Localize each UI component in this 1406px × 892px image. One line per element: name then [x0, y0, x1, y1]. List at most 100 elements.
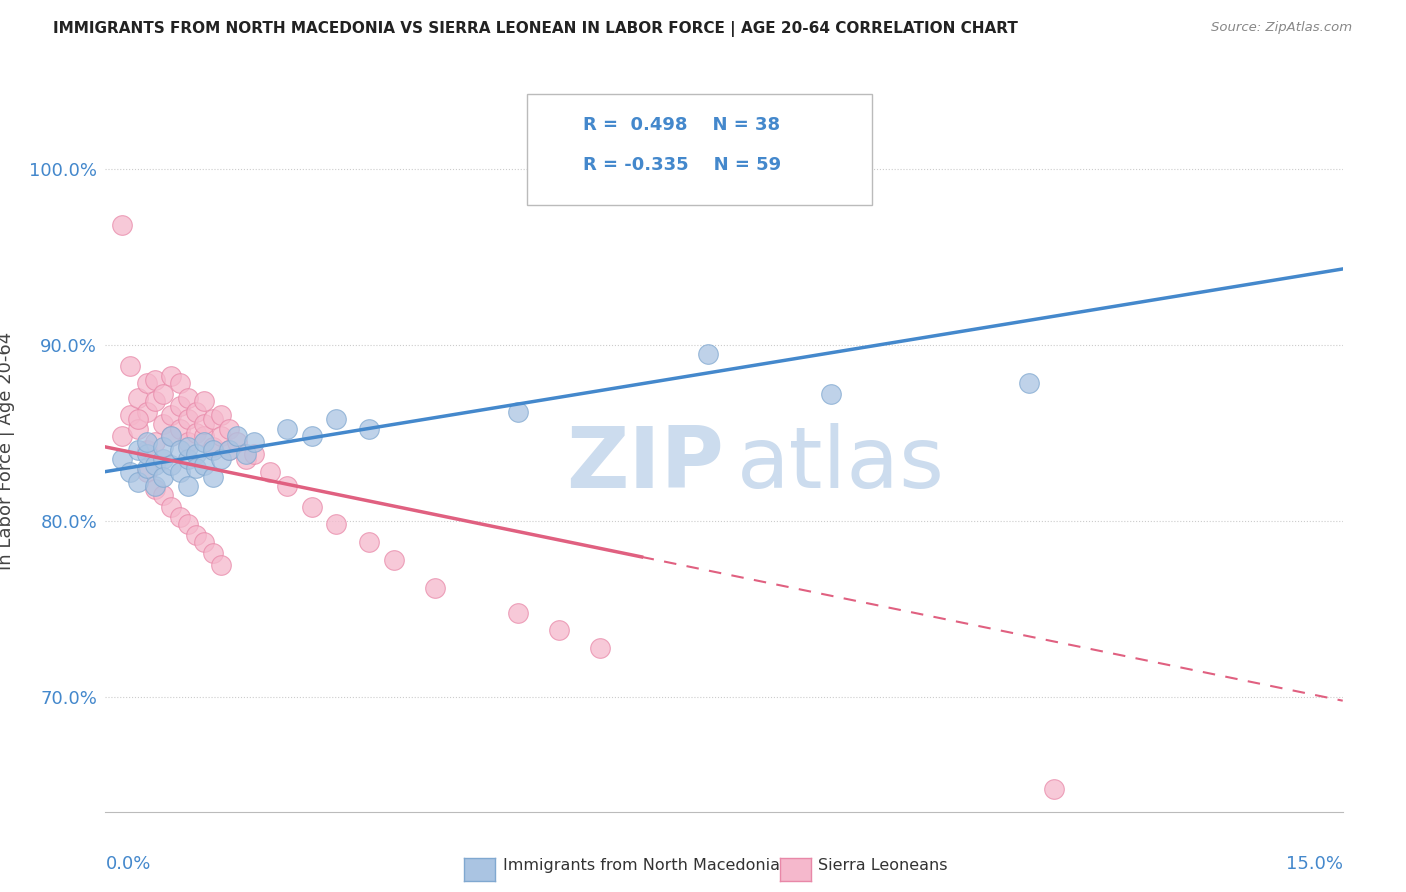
Point	[177, 411, 200, 425]
Text: Immigrants from North Macedonia: Immigrants from North Macedonia	[503, 858, 780, 873]
Point	[135, 465, 157, 479]
Text: Sierra Leoneans: Sierra Leoneans	[818, 858, 948, 873]
Text: R = -0.335    N = 59: R = -0.335 N = 59	[583, 156, 782, 174]
Point	[325, 517, 347, 532]
Point	[820, 387, 842, 401]
Point	[243, 434, 266, 449]
Point	[276, 479, 298, 493]
Point	[177, 440, 200, 454]
Point	[127, 475, 149, 490]
Point	[135, 443, 157, 458]
Point	[201, 411, 224, 425]
Text: atlas: atlas	[737, 424, 945, 507]
Point	[152, 452, 174, 467]
Point	[186, 425, 208, 440]
Point	[111, 429, 134, 443]
Point	[169, 422, 191, 436]
Point	[152, 440, 174, 454]
Text: 0.0%: 0.0%	[105, 855, 150, 873]
Point	[193, 394, 215, 409]
Point	[120, 465, 142, 479]
Point	[696, 346, 718, 360]
Point	[201, 546, 224, 560]
Point	[276, 422, 298, 436]
Point	[193, 434, 215, 449]
Point	[143, 458, 166, 472]
Point	[111, 452, 134, 467]
Point	[135, 461, 157, 475]
Text: ZIP: ZIP	[567, 424, 724, 507]
Point	[243, 447, 266, 461]
Point	[135, 405, 157, 419]
Point	[548, 624, 571, 638]
Point	[193, 458, 215, 472]
Point	[301, 429, 323, 443]
Text: 15.0%: 15.0%	[1285, 855, 1343, 873]
Point	[135, 376, 157, 391]
Point	[201, 443, 224, 458]
Point	[218, 443, 240, 458]
Point	[301, 500, 323, 514]
Point	[193, 417, 215, 431]
Point	[226, 434, 249, 449]
Point	[177, 391, 200, 405]
Point	[127, 391, 149, 405]
Y-axis label: In Labor Force | Age 20-64: In Labor Force | Age 20-64	[0, 331, 15, 570]
Point	[193, 535, 215, 549]
Point	[177, 479, 200, 493]
Point	[226, 429, 249, 443]
Point	[120, 408, 142, 422]
Point	[209, 558, 232, 572]
Point	[259, 465, 281, 479]
Point	[209, 408, 232, 422]
Point	[209, 452, 232, 467]
Point	[218, 443, 240, 458]
Point	[177, 434, 200, 449]
Point	[235, 447, 257, 461]
Point	[120, 359, 142, 373]
Point	[135, 447, 157, 461]
Point	[169, 400, 191, 414]
Point	[201, 440, 224, 454]
Point	[143, 434, 166, 449]
Point	[152, 417, 174, 431]
Point	[589, 640, 612, 655]
Point	[135, 434, 157, 449]
Point	[186, 461, 208, 475]
Point	[127, 443, 149, 458]
Point	[209, 429, 232, 443]
Point	[193, 429, 215, 443]
Point	[186, 405, 208, 419]
Point	[152, 470, 174, 484]
Point	[111, 218, 134, 232]
Point	[169, 376, 191, 391]
Point	[169, 510, 191, 524]
Point	[425, 581, 447, 595]
Point	[177, 517, 200, 532]
Point	[127, 411, 149, 425]
Point	[160, 369, 183, 384]
Point	[143, 394, 166, 409]
Point	[186, 447, 208, 461]
Point	[160, 408, 183, 422]
Point	[127, 422, 149, 436]
Point	[506, 606, 529, 620]
Point	[186, 528, 208, 542]
Point	[235, 452, 257, 467]
Point	[177, 452, 200, 467]
Point	[1043, 781, 1066, 796]
Text: IMMIGRANTS FROM NORTH MACEDONIA VS SIERRA LEONEAN IN LABOR FORCE | AGE 20-64 COR: IMMIGRANTS FROM NORTH MACEDONIA VS SIERR…	[53, 21, 1018, 37]
Point	[143, 482, 166, 496]
Point	[143, 373, 166, 387]
Point	[160, 429, 183, 443]
Point	[325, 411, 347, 425]
Point	[160, 458, 183, 472]
Point	[1018, 376, 1040, 391]
Point	[160, 500, 183, 514]
Point	[160, 429, 183, 443]
Text: Source: ZipAtlas.com: Source: ZipAtlas.com	[1212, 21, 1353, 35]
Point	[218, 422, 240, 436]
Point	[143, 479, 166, 493]
Point	[152, 387, 174, 401]
Point	[359, 535, 381, 549]
